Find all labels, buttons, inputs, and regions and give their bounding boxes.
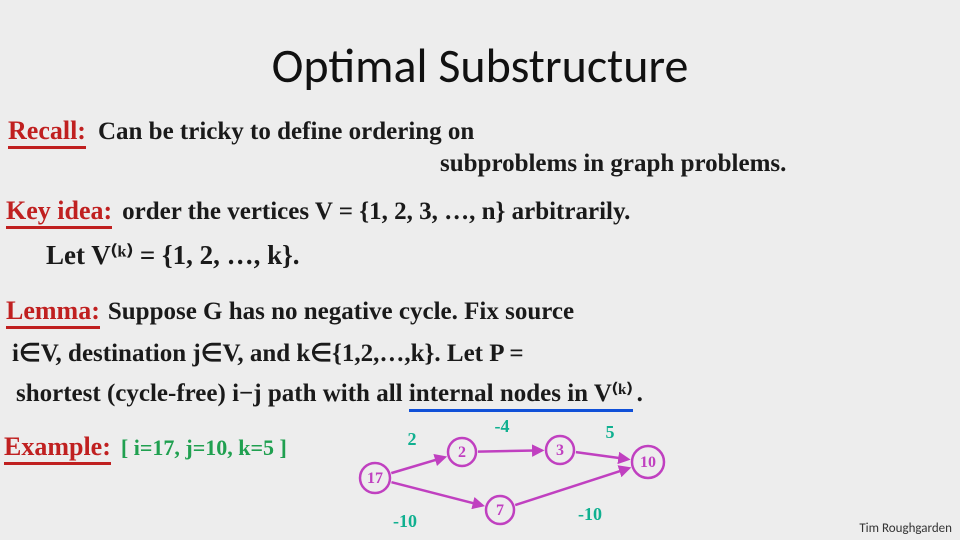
edge-weight: -4 (495, 416, 510, 436)
graph-edge (576, 452, 628, 459)
edge-weight: 5 (606, 422, 615, 442)
graph-edge (515, 468, 629, 505)
edge-weight: 2 (408, 429, 417, 449)
graph-node-label: 17 (367, 470, 383, 487)
graph-node-label: 2 (458, 444, 466, 461)
edge-weight: -10 (393, 511, 417, 531)
attribution: Tim Roughgarden (859, 521, 952, 536)
graph-node-label: 10 (640, 454, 656, 471)
graph-edge (478, 450, 542, 451)
edge-weight: -10 (578, 504, 602, 524)
graph-node-label: 7 (496, 502, 504, 519)
graph-node-label: 3 (556, 442, 564, 459)
graph-edge (391, 457, 444, 473)
graph-edge (391, 482, 482, 505)
example-graph: 2 -4 5 -10 -10 17 2 7 3 10 (0, 0, 960, 540)
